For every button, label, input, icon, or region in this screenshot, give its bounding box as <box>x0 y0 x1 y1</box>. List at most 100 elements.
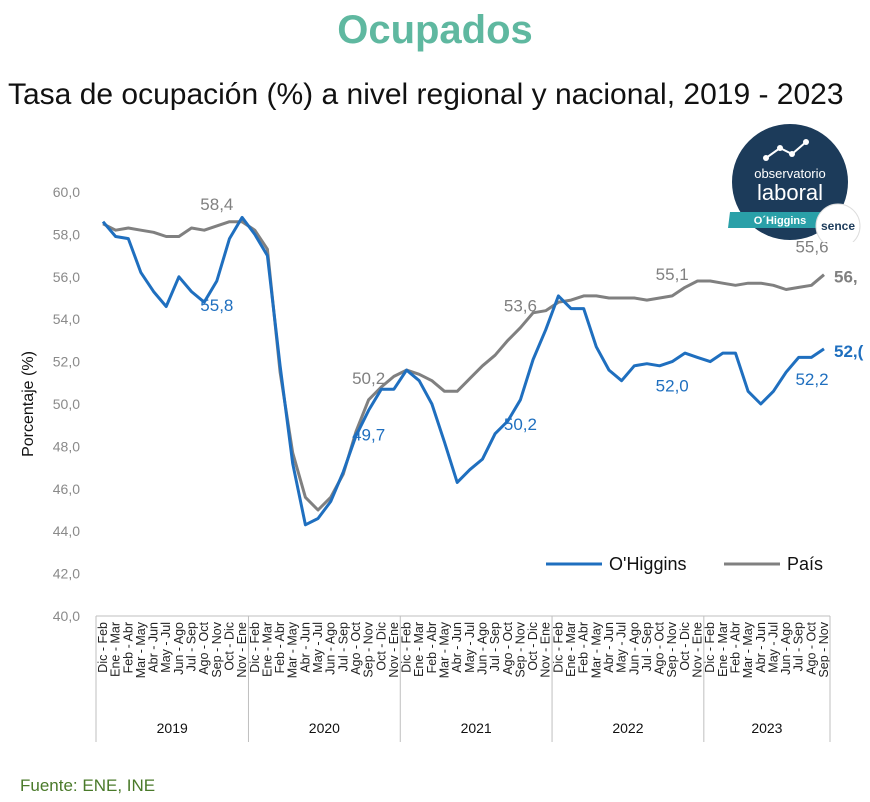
data-labels: 58,4 55,8 50,2 49,7 53,6 50,2 55,1 52,0 55,6 52,2… <box>200 195 863 444</box>
year-label: 2019 <box>157 720 188 736</box>
data-label: 53,6 <box>504 297 537 316</box>
x-tick-label: Abr - Jun <box>298 622 312 673</box>
x-tick-label: Jun - Ago <box>324 622 338 675</box>
x-tick-label: Abr - Jun <box>147 622 161 673</box>
x-tick-label: May - Jul <box>159 622 173 673</box>
x-tick-label: Abr - Jun <box>450 622 464 673</box>
x-tick-label: Ene - Mar <box>109 622 123 677</box>
data-label: 55,6 <box>795 238 828 257</box>
x-tick-label: Mar - May <box>286 621 300 678</box>
x-tick-label: Oct - Dic <box>222 622 236 671</box>
x-tick-label: Nov - Ene <box>691 622 705 678</box>
y-tick-label: 54,0 <box>53 311 80 327</box>
x-tick-label: Oct - Dic <box>374 622 388 671</box>
x-tick-label: Jul - Sep <box>792 622 806 671</box>
source-note: Fuente: ENE, INE <box>20 776 156 795</box>
logo-line3: O´Higgins <box>754 215 807 227</box>
x-tick-label: Jun - Ago <box>627 622 641 675</box>
x-tick-label: Jul - Sep <box>185 622 199 671</box>
x-tick-label: Sep - Nov <box>362 621 376 677</box>
y-tick-label: 52,0 <box>53 354 80 370</box>
x-tick-label: Ago - Oct <box>501 621 515 674</box>
x-tick-label: Ene - Mar <box>260 622 274 677</box>
chart-subtitle: Tasa de ocupación (%) a nivel regional y… <box>8 78 844 111</box>
series-line-pais <box>102 220 825 512</box>
x-tick-label: Ene - Mar <box>412 622 426 677</box>
data-label: 52,2 <box>795 370 828 389</box>
x-tick-label: Nov - Ene <box>539 622 553 678</box>
legend-label: País <box>787 554 823 574</box>
x-tick-label: May - Jul <box>463 622 477 673</box>
y-axis-label: Porcentaje (%) <box>20 351 37 457</box>
x-tick-label: Mar - May <box>741 621 755 678</box>
data-label: 52,( <box>834 342 864 361</box>
logo-circle <box>732 124 848 240</box>
y-tick-label: 40,0 <box>53 608 80 624</box>
x-tick-label: Feb - Abr <box>121 622 135 673</box>
data-label: 56, <box>834 268 858 287</box>
x-tick-label: Abr - Jun <box>602 622 616 673</box>
logo-band <box>728 212 838 228</box>
chart-title: Ocupados <box>337 8 533 52</box>
x-tick-label: Oct - Dic <box>526 622 540 671</box>
x-tick-label: Feb - Abr <box>728 622 742 673</box>
y-tick-label: 46,0 <box>53 481 80 497</box>
legend-label: O'Higgins <box>609 554 686 574</box>
x-tick-label: Mar - May <box>438 621 452 678</box>
y-tick-label: 50,0 <box>53 396 80 412</box>
observatorio-logo: observatorio laboral O´Higgins sence <box>728 124 861 242</box>
legend: O'Higgins País <box>546 554 823 574</box>
series-lines <box>101 215 825 527</box>
data-label: 50,2 <box>504 415 537 434</box>
x-tick-label: Abr - Jun <box>754 622 768 673</box>
x-tick-label: Feb - Abr <box>577 622 591 673</box>
x-tick-label: Sep - Nov <box>817 621 831 677</box>
axes: 40,0 42,0 44,0 46,0 48,0 50,0 52,0 54,0 56,0 58,0… <box>20 184 831 742</box>
y-tick-label: 48,0 <box>53 438 80 454</box>
logo-line2: laboral <box>757 180 823 205</box>
x-tick-label: Jun - Ago <box>475 622 489 675</box>
x-tick-label: Dic - Feb <box>96 622 110 673</box>
x-tick-label: Jun - Ago <box>172 622 186 675</box>
x-tick-label: Mar - May <box>134 621 148 678</box>
x-tick-label: May - Jul <box>311 622 325 673</box>
x-tick-label: May - Jul <box>615 622 629 673</box>
logo-line1: observatorio <box>754 166 826 181</box>
x-tick-label: Jul - Sep <box>336 622 350 671</box>
year-label: 2022 <box>612 720 643 736</box>
x-tick-label: Sep - Nov <box>665 621 679 677</box>
y-tick-label: 56,0 <box>53 269 80 285</box>
year-label: 2023 <box>751 720 782 736</box>
x-tick-label: Ago - Oct <box>804 621 818 674</box>
x-tick-label: Ene - Mar <box>716 622 730 677</box>
x-tick-label: Dic - Feb <box>703 622 717 673</box>
x-tick-label: Feb - Abr <box>273 622 287 673</box>
year-label: 2021 <box>461 720 492 736</box>
sence-badge <box>815 203 861 242</box>
x-tick-label: Ago - Oct <box>653 621 667 674</box>
y-tick-label: 58,0 <box>53 226 80 242</box>
x-tick-label: Jul - Sep <box>640 622 654 671</box>
x-tick-label: Nov - Ene <box>387 622 401 678</box>
x-tick-label: Dic - Feb <box>551 622 565 673</box>
x-tick-label: Ago - Oct <box>197 621 211 674</box>
year-label: 2020 <box>309 720 340 736</box>
x-tick-label: Jul - Sep <box>488 622 502 671</box>
x-tick-label: Ago - Oct <box>349 621 363 674</box>
data-label: 55,1 <box>656 265 689 284</box>
y-tick-label: 42,0 <box>53 566 80 582</box>
y-tick-label: 60,0 <box>53 184 80 200</box>
y-tick-label: 44,0 <box>53 523 80 539</box>
x-tick-label: Sep - Nov <box>210 621 224 677</box>
data-label: 50,2 <box>352 369 385 388</box>
x-tick-label: Oct - Dic <box>678 622 692 671</box>
series-line-ohiggins <box>101 215 825 527</box>
x-tick-label: Dic - Feb <box>400 622 414 673</box>
x-tick-label: Ene - Mar <box>564 622 578 677</box>
x-tick-label: Feb - Abr <box>425 622 439 673</box>
x-tick-label: Mar - May <box>589 621 603 678</box>
x-tick-label: Sep - Nov <box>513 621 527 677</box>
data-label: 58,4 <box>200 195 233 214</box>
sence-badge-text: sence <box>821 219 855 233</box>
